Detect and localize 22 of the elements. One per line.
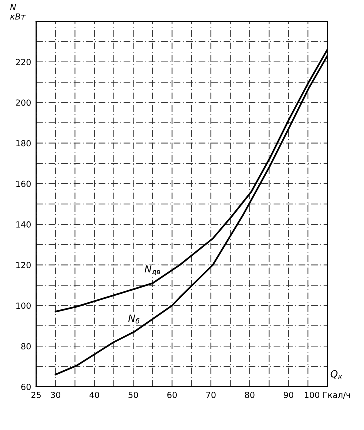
x-tick-label: 90 — [284, 392, 294, 398]
y-axis-title: N кВт — [10, 4, 26, 20]
y-tick-label: 80 — [22, 343, 31, 350]
series-label: N$_{б}$ — [128, 314, 140, 324]
y-tick-label: 160 — [16, 180, 31, 188]
x-tick-label: 50 — [128, 392, 138, 398]
x-tick-label: 30 — [51, 392, 61, 398]
x-tick-label: 100 Гкал/ч — [305, 392, 350, 399]
x-tick-label: 80 — [245, 392, 255, 398]
y-tick-label: 140 — [16, 222, 31, 228]
y-tick-label: 220 — [16, 59, 31, 66]
y-tick-label: 120 — [16, 262, 31, 268]
y-tick-label: 200 — [16, 100, 31, 106]
x-tick-label: 60 — [168, 392, 178, 398]
x-tick-label: 25 — [32, 392, 41, 398]
x-tick-label: 40 — [90, 392, 100, 398]
series-label: N$_{дв}$ — [144, 266, 160, 276]
y-tick-label: 60 — [22, 384, 31, 390]
x-axis-title: Q$_{к}$ — [330, 370, 342, 380]
y-tick-label: 180 — [16, 140, 31, 147]
y-tick-label: 100 — [16, 302, 31, 310]
x-tick-label: 70 — [206, 392, 216, 398]
